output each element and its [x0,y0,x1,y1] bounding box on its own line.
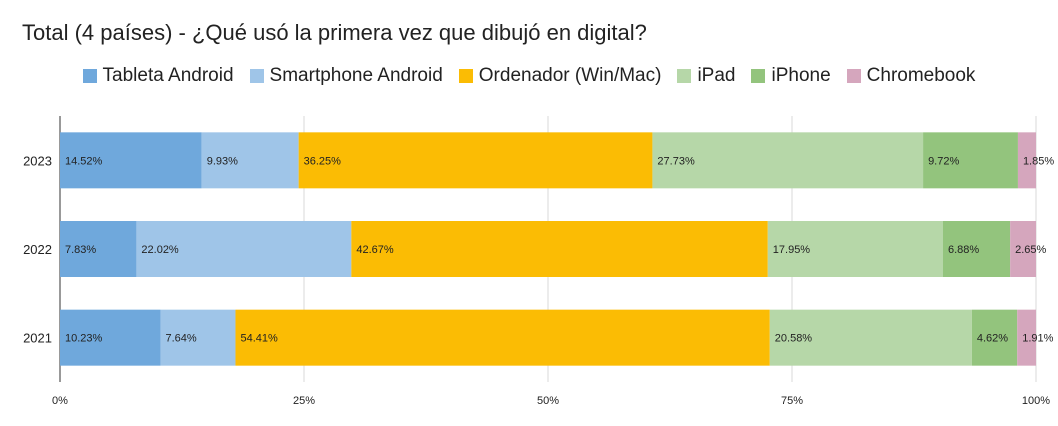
data-label: 10.23% [65,333,103,345]
category-label: 2021 [23,331,52,346]
data-label: 4.62% [977,333,1008,345]
bar-segment [1017,309,1036,366]
bar-segment [923,132,1018,189]
legend-item: iPad [677,65,735,87]
data-label: 17.95% [773,244,811,256]
bar-segment [298,132,653,189]
data-label: 20.58% [775,333,813,345]
bar-segment [60,132,202,189]
bar-segment [60,221,137,277]
category-label: 2023 [23,153,52,168]
legend-item: iPhone [751,65,831,87]
data-label: 54.41% [240,333,278,345]
bar-segment [235,309,770,366]
bar-segment [1010,221,1036,277]
data-label: 9.93% [207,155,238,167]
bar-segment [351,221,768,277]
bar-segment [136,221,352,277]
legend-label: Chromebook [866,65,976,86]
legend: Tableta Android Smartphone Android Ordenad… [0,62,1058,90]
x-tick-label: 0% [52,395,68,407]
bar-segment [201,132,299,189]
data-label: 36.25% [304,155,342,167]
data-label: 9.72% [928,155,959,167]
legend-item: Tableta Android [82,65,234,87]
data-label: 1.91% [1022,333,1053,345]
legend-swatch [249,69,264,83]
legend-item: Ordenador (Win/Mac) [458,65,662,87]
legend-item: Chromebook [846,65,976,87]
bar-segment [60,309,161,366]
legend-label: Ordenador (Win/Mac) [478,65,662,86]
bar-segment [767,221,943,277]
bar-segment [769,309,972,366]
bar-segment [971,309,1018,366]
data-label: 14.52% [65,155,103,167]
legend-swatch [846,69,861,83]
legend-swatch [751,69,766,83]
legend-label: Smartphone Android [269,65,443,86]
legend-swatch [82,69,97,83]
bar-segment [942,221,1011,277]
legend-item: Smartphone Android [249,65,443,87]
legend-label: iPhone [771,65,831,86]
x-tick-label: 25% [293,395,315,407]
data-label: 7.83% [65,244,96,256]
chart-title: Total (4 países) - ¿Qué usó la primera v… [22,20,647,45]
x-tick-label: 100% [1022,395,1050,407]
bar-segment [652,132,924,189]
bar-segment [1017,132,1036,189]
category-label: 2022 [23,242,52,257]
data-label: 27.73% [657,155,695,167]
data-label: 6.88% [948,244,979,256]
bar-segment [160,309,236,366]
legend-swatch [458,69,473,83]
data-label: 7.64% [165,333,196,345]
legend-label: iPad [697,65,736,86]
data-label: 2.65% [1015,244,1046,256]
data-label: 22.02% [141,244,179,256]
x-tick-label: 75% [781,395,803,407]
data-label: 42.67% [356,244,394,256]
x-tick-label: 50% [537,395,559,407]
legend-swatch [677,69,692,83]
data-label: 1.85% [1023,155,1054,167]
legend-label: Tableta Android [102,65,234,86]
